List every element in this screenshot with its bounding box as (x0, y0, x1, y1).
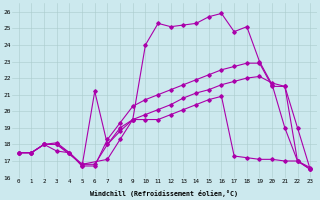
X-axis label: Windchill (Refroidissement éolien,°C): Windchill (Refroidissement éolien,°C) (91, 190, 238, 197)
